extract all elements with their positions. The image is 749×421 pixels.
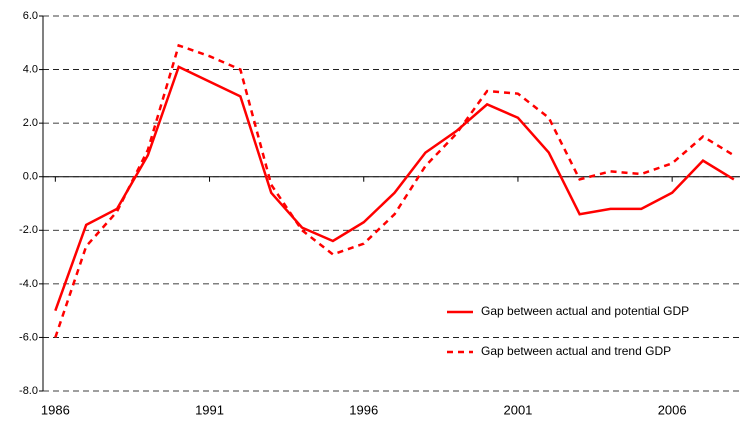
y-tick-label: 4.0 [23,63,38,75]
y-tick-label: 6.0 [23,10,38,22]
y-tick-label: -2.0 [19,224,38,236]
y-tick-label: 2.0 [23,117,38,129]
series-line [54,43,735,338]
series-line [54,65,735,312]
legend-label: Gap between actual and potential GDP [481,304,689,318]
y-tick-label: -4.0 [19,278,38,290]
x-tick-label: 2001 [503,402,532,417]
y-tick-label: -6.0 [19,331,38,343]
x-tick-label: 1996 [349,402,378,417]
x-tick-label: 1991 [195,402,224,417]
x-tick-label: 2006 [658,402,687,417]
y-tick-label: -8.0 [19,385,38,397]
y-tick-label: 0.0 [23,171,38,183]
x-tick-label: 1986 [41,402,70,417]
legend-label: Gap between actual and trend GDP [481,344,671,358]
